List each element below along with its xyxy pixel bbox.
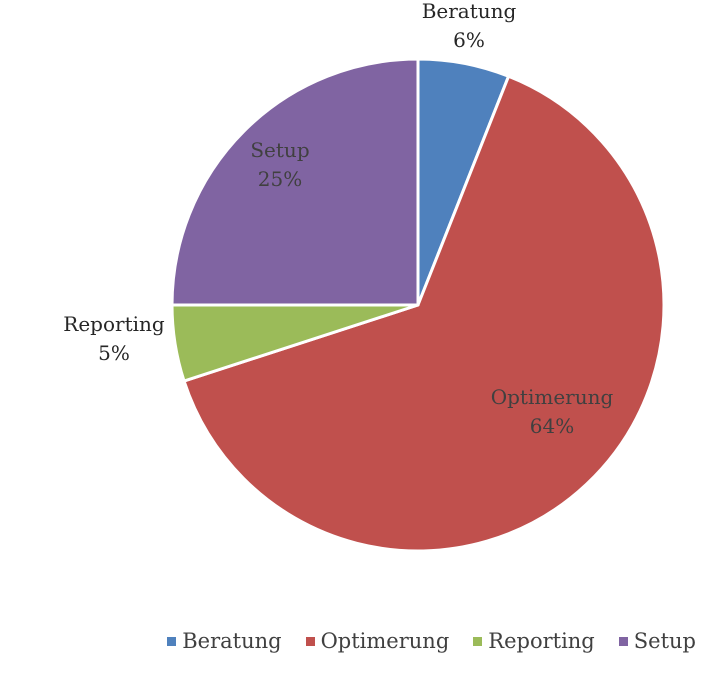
- legend-label-optimerung: Optimerung: [320, 629, 450, 653]
- legend-label-reporting: Reporting: [488, 629, 595, 653]
- data-label-percent-reporting: 5%: [98, 341, 130, 365]
- data-label-percent-setup: 25%: [258, 167, 302, 191]
- pie-slices: [170, 57, 666, 553]
- legend-swatch-optimerung: [305, 636, 315, 646]
- legend-item-setup: Setup: [618, 629, 696, 653]
- data-label-name-setup: Setup: [250, 138, 309, 162]
- data-label-name-reporting: Reporting: [63, 312, 165, 336]
- legend-swatch-setup: [618, 636, 628, 646]
- pie-slice-setup: [170, 57, 420, 307]
- pie-chart: Beratung 6% Optimerung 64% Reporting 5% Setup 2…: [63, 0, 666, 553]
- data-label-percent-optimerung: 64%: [530, 414, 574, 438]
- data-labels: Beratung 6% Optimerung 64% Reporting 5% Setup 2…: [63, 0, 613, 438]
- legend-swatch-reporting: [473, 636, 483, 646]
- data-label-name-beratung: Beratung: [422, 0, 517, 23]
- data-label-name-optimerung: Optimerung: [491, 385, 614, 409]
- legend-item-beratung: Beratung: [167, 629, 282, 653]
- legend-swatch-beratung: [167, 636, 177, 646]
- legend: Beratung Optimerung Reporting Setup: [0, 629, 724, 653]
- legend-item-reporting: Reporting: [473, 629, 595, 653]
- pie-slice-optimerung: [182, 74, 666, 553]
- data-label-percent-beratung: 6%: [453, 28, 485, 52]
- legend-label-beratung: Beratung: [182, 629, 282, 653]
- legend-item-optimerung: Optimerung: [305, 629, 450, 653]
- legend-label-setup: Setup: [633, 629, 696, 653]
